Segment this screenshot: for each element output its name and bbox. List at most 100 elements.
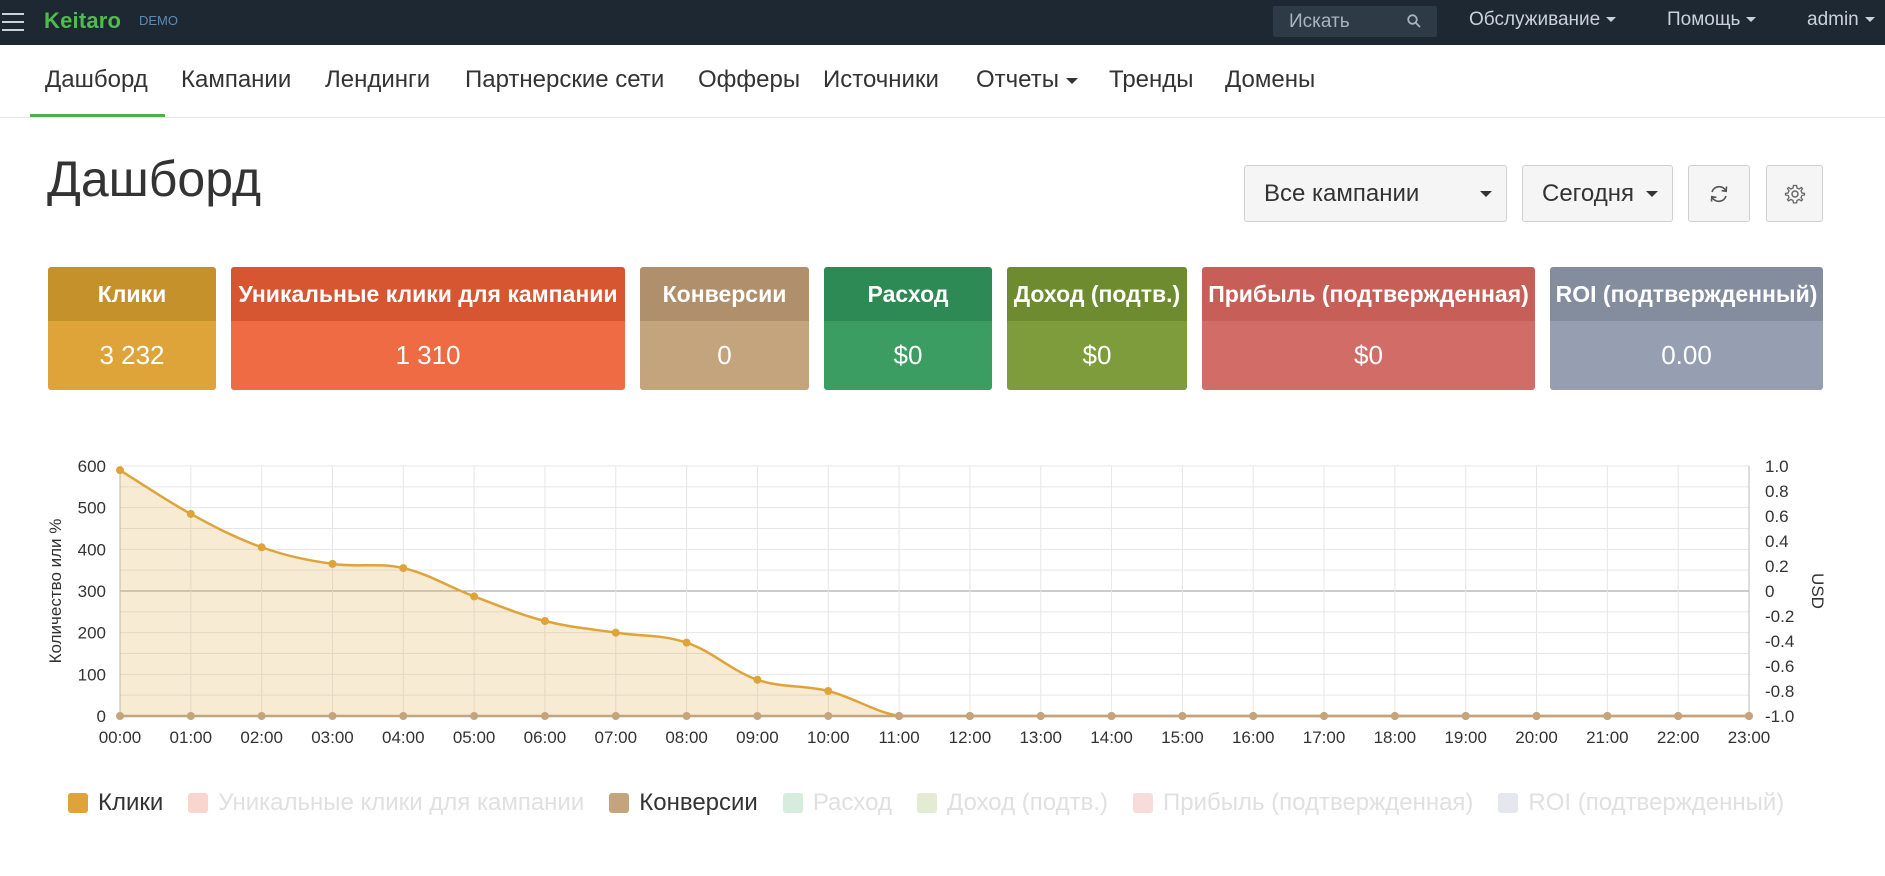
legend-item[interactable]: Клики <box>68 789 163 817</box>
x-tick-label: 00:00 <box>99 728 142 747</box>
legend-swatch <box>916 793 937 813</box>
chart-svg: 600 500 400 300 200 100 0 1.0 0.8 0.6 0.4 0.2 0 -0.2 -… <box>46 457 1827 747</box>
x-tick-label: 15:00 <box>1161 728 1204 747</box>
nav-offers[interactable]: Офферы <box>698 66 801 93</box>
campaign-select[interactable]: Все кампании <box>1244 165 1507 222</box>
main-navigation: Дашборд Кампании Лендинги Партнерские се… <box>0 45 1885 118</box>
tile-roi: ROI (подтвержденный) 0.00 <box>1550 267 1823 390</box>
tile-value: 1 310 <box>231 321 625 390</box>
data-point <box>540 617 549 625</box>
tile-title: ROI (подтвержденный) <box>1550 267 1823 321</box>
data-point <box>116 466 124 475</box>
x-tick-label: 16:00 <box>1232 728 1275 747</box>
tile-title: Конверсии <box>640 267 809 321</box>
tile-title: Прибыль (подтвержденная) <box>1202 267 1535 321</box>
legend-item[interactable]: Уникальные клики для кампании <box>188 789 584 817</box>
menu-icon[interactable] <box>0 10 26 34</box>
chevron-down-icon <box>1065 77 1078 84</box>
nav-trends[interactable]: Тренды <box>1109 66 1194 93</box>
tile-value: 3 232 <box>48 321 216 390</box>
nav-sources[interactable]: Источники <box>823 66 939 93</box>
menu-help[interactable]: Помощь <box>1667 9 1757 31</box>
nav-domains[interactable]: Домены <box>1225 66 1316 93</box>
data-point <box>1603 712 1612 720</box>
y2-tick-label: -0.8 <box>1765 682 1794 701</box>
y2-tick-label: 0 <box>1765 582 1774 601</box>
tile-profit: Прибыль (подтвержденная) $0 <box>1202 267 1535 390</box>
brand-logo[interactable]: Keitaro <box>44 8 122 33</box>
y-tick-label: 500 <box>78 499 106 518</box>
tile-conversions: Конверсии 0 <box>640 267 809 390</box>
search-input[interactable]: Искать <box>1273 6 1437 37</box>
period-select-value: Сегодня <box>1542 179 1634 207</box>
x-tick-label: 07:00 <box>595 728 638 747</box>
active-tab-indicator <box>30 114 165 117</box>
menu-help-label: Помощь <box>1667 9 1741 30</box>
x-tick-label: 01:00 <box>170 728 213 747</box>
data-point <box>257 712 266 720</box>
search-placeholder: Искать <box>1289 10 1350 32</box>
y2-tick-label: 0.4 <box>1765 532 1789 551</box>
y2-tick-label: -0.4 <box>1765 632 1794 651</box>
data-point <box>470 592 479 601</box>
y2-tick-label: -0.2 <box>1765 607 1794 626</box>
nav-affiliate-networks[interactable]: Партнерские сети <box>465 66 665 93</box>
y-tick-label: 600 <box>78 457 106 476</box>
data-point <box>682 712 691 720</box>
data-point <box>753 712 762 720</box>
data-point <box>895 712 904 720</box>
data-point <box>186 712 195 720</box>
data-point <box>824 687 833 695</box>
x-tick-label: 10:00 <box>807 728 850 747</box>
legend-label: ROI (подтвержденный) <box>1528 789 1785 816</box>
data-point <box>824 712 833 720</box>
y2-tick-label: -1.0 <box>1765 707 1794 726</box>
legend-label: Конверсии <box>639 789 758 816</box>
y2-tick-label: 0.2 <box>1765 557 1789 576</box>
data-point <box>1461 712 1470 720</box>
data-point <box>753 675 762 684</box>
demo-badge: DEMO <box>139 13 178 28</box>
nav-landings[interactable]: Лендинги <box>325 66 431 93</box>
clicks-chart: 600 500 400 300 200 100 0 1.0 0.8 0.6 0.4 0.2 0 -0.2 -… <box>0 440 1885 760</box>
tile-value: 0.00 <box>1550 321 1823 390</box>
menu-maintenance[interactable]: Обслуживание <box>1469 9 1617 31</box>
x-tick-label: 21:00 <box>1586 728 1629 747</box>
x-tick-label: 11:00 <box>878 728 919 747</box>
settings-button[interactable] <box>1766 165 1823 222</box>
legend-item[interactable]: Расход <box>782 789 892 817</box>
legend-swatch <box>1133 793 1153 813</box>
legend-item[interactable]: Конверсии <box>609 789 758 817</box>
x-tick-label: 09:00 <box>736 728 779 747</box>
data-point <box>1745 712 1753 720</box>
x-tick-label: 03:00 <box>311 728 354 747</box>
y-tick-label: 0 <box>97 707 106 726</box>
legend-swatch <box>782 793 803 813</box>
legend-label: Расход <box>812 789 892 816</box>
refresh-button[interactable] <box>1688 165 1750 222</box>
page-title: Дашборд <box>47 151 262 207</box>
period-select[interactable]: Сегодня <box>1522 165 1673 222</box>
nav-dashboard[interactable]: Дашборд <box>45 66 148 93</box>
x-tick-label: 17:00 <box>1303 728 1346 747</box>
campaign-select-value: Все кампании <box>1264 179 1420 207</box>
legend-item[interactable]: Доход (подтв.) <box>916 789 1108 817</box>
legend-item[interactable]: ROI (подтвержденный) <box>1498 789 1784 817</box>
menu-user[interactable]: admin <box>1807 9 1875 31</box>
y2-tick-label: 1.0 <box>1765 457 1789 476</box>
data-point <box>186 509 195 518</box>
y-tick-label: 100 <box>78 665 106 684</box>
x-tick-label: 12:00 <box>949 728 992 747</box>
nav-campaigns[interactable]: Кампании <box>181 66 292 93</box>
y-tick-label: 200 <box>78 624 106 643</box>
x-tick-label: 14:00 <box>1090 728 1133 747</box>
search-icon[interactable] <box>1407 14 1421 28</box>
menu-user-label: admin <box>1807 9 1859 30</box>
data-point <box>470 712 479 720</box>
tile-value: $0 <box>824 321 992 390</box>
chevron-down-icon <box>1746 17 1757 23</box>
legend-label: Прибыль (подтвержденная) <box>1163 789 1474 816</box>
legend-item[interactable]: Прибыль (подтвержденная) <box>1133 789 1473 817</box>
nav-reports[interactable]: Отчеты <box>976 66 1078 94</box>
tile-value: 0 <box>640 321 809 390</box>
